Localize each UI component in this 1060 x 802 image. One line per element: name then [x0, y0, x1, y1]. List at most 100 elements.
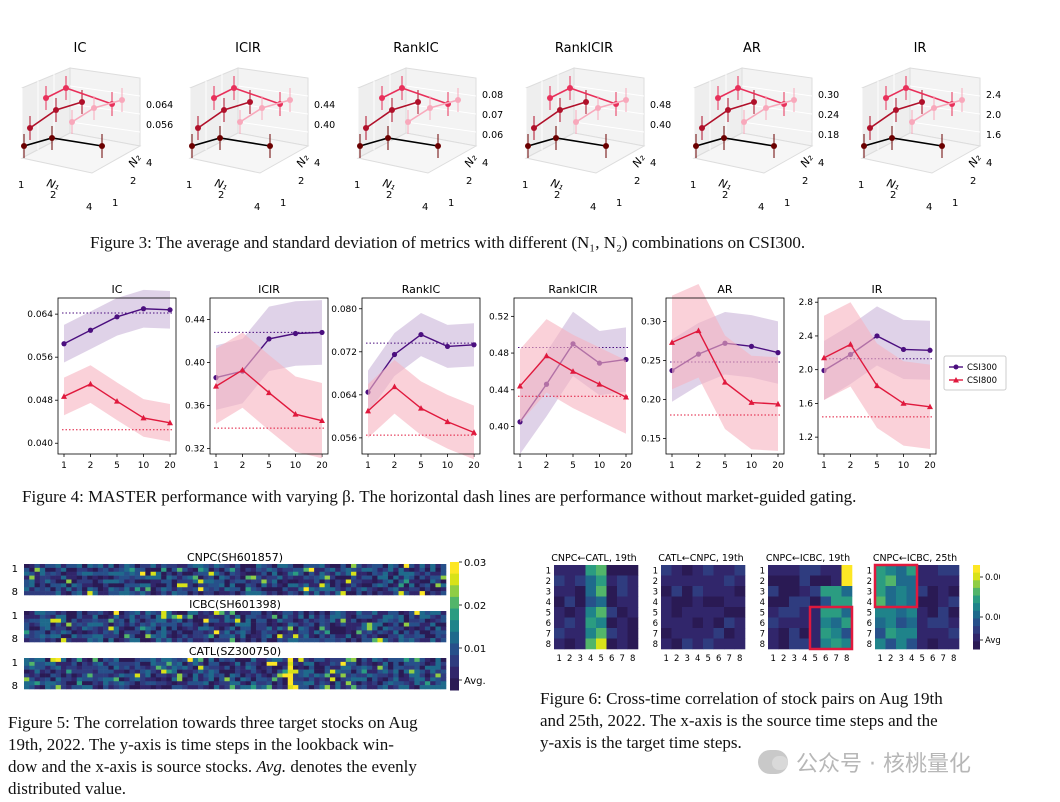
fig5-cell — [277, 669, 283, 674]
fig5-cell — [393, 564, 399, 569]
fig5-cell — [329, 669, 336, 674]
fig5-cell — [277, 579, 283, 584]
fig5-cell — [103, 575, 109, 580]
fig5-cell — [377, 626, 383, 631]
fig5-cell — [366, 583, 373, 588]
fig5-cell — [393, 591, 399, 596]
fig5-cell — [282, 669, 289, 674]
fig6-colorbar-segment — [973, 633, 980, 642]
fig5-cell — [387, 583, 394, 588]
fig5-cell — [150, 611, 157, 616]
fig5-cell — [409, 587, 415, 592]
fig5-cell — [366, 658, 373, 663]
fig6-cell — [661, 607, 672, 618]
fig5-cell — [250, 587, 257, 592]
fig5-cell — [24, 614, 30, 620]
fig6-ytick-label: 7 — [653, 629, 658, 639]
fig5-cell — [129, 630, 136, 635]
fig5-cell — [176, 685, 183, 690]
fig6-colorbar-label: Avg. — [985, 636, 1000, 646]
fig5-cell — [240, 661, 246, 667]
fig5-cell — [356, 661, 362, 667]
fig5-cell — [103, 634, 109, 639]
fig5-cell — [409, 638, 415, 643]
fig5-cell — [419, 583, 426, 588]
fig5-cell — [45, 626, 51, 631]
fig5-cell — [145, 587, 151, 592]
fig5-cell — [213, 579, 220, 584]
fig5-cell — [45, 583, 51, 588]
fig4-point — [596, 381, 603, 387]
fig6-ytick-label: 4 — [760, 598, 765, 608]
fig6-xtick-label: 4 — [588, 654, 593, 664]
fig5-cell — [134, 661, 141, 667]
fig5-cell — [229, 677, 236, 682]
fig5-cell — [293, 567, 299, 573]
fig5-cell — [398, 681, 405, 686]
fig6-cell — [841, 586, 853, 597]
fig4-ytick-label: 0.30 — [641, 317, 661, 327]
fig5-cell — [314, 638, 320, 643]
fig5-cell — [182, 630, 188, 635]
fig5-cell — [366, 564, 373, 569]
fig3-point — [919, 99, 925, 105]
fig5-cell — [34, 638, 41, 643]
fig5-cell — [435, 564, 442, 569]
fig5-cell — [97, 638, 104, 643]
fig5-cell — [440, 673, 447, 678]
fig5-cell — [66, 661, 72, 667]
fig5-cell — [161, 634, 167, 639]
fig5-cell — [403, 583, 410, 588]
fig6-cell — [906, 628, 918, 639]
fig4-panel-title: IC — [112, 283, 123, 296]
fig5-cell — [256, 583, 262, 588]
fig5-cell — [108, 622, 114, 627]
fig5-cell — [424, 622, 431, 627]
fig5-cell — [424, 677, 431, 682]
fig6-panel-title: CATL←CNPC, 19th — [658, 553, 743, 564]
fig5-cell — [271, 681, 278, 686]
fig5-cell — [92, 638, 99, 643]
fig5-cell — [414, 630, 420, 635]
fig5-cell — [97, 669, 104, 674]
fig5-cell — [224, 681, 231, 686]
fig5-cell — [87, 685, 93, 690]
fig5-cell — [171, 564, 178, 569]
fig5-cell — [293, 564, 299, 569]
fig6-cell — [627, 575, 639, 587]
fig5-cell — [319, 626, 325, 631]
fig5-cell — [261, 591, 267, 596]
fig5-cell — [198, 634, 204, 639]
fig3-ztick-label: 0.40 — [314, 120, 335, 131]
fig6-cell — [799, 607, 811, 618]
fig5-cell — [351, 564, 357, 569]
fig6-cell — [875, 628, 886, 639]
fig5-cell — [361, 665, 368, 670]
fig5-cell — [39, 611, 46, 616]
fig5-cell — [319, 622, 325, 627]
fig5-cell — [356, 673, 362, 678]
fig5-cell — [409, 575, 415, 580]
fig5-cell — [271, 677, 278, 682]
fig6-cell — [927, 565, 939, 576]
fig5-cell — [245, 626, 252, 631]
fig5-cell — [113, 579, 120, 584]
fig5-cell — [124, 669, 130, 674]
fig5-cell — [134, 567, 141, 573]
fig5-cell — [71, 626, 78, 631]
fig5-cell — [303, 583, 310, 588]
fig6-cell — [606, 638, 618, 650]
fig3-n1-tick: 2 — [386, 190, 392, 201]
fig5-cell — [366, 622, 373, 627]
fig5-cell — [203, 622, 209, 627]
fig5-cell — [398, 622, 405, 627]
fig4-point — [874, 382, 880, 389]
fig5-cell — [398, 677, 405, 682]
fig5-cell — [97, 614, 104, 620]
fig5-cell — [71, 638, 78, 643]
fig6-cell — [713, 628, 725, 639]
fig5-cell — [203, 579, 209, 584]
fig5-cell — [213, 630, 220, 635]
fig3-point — [379, 95, 385, 101]
